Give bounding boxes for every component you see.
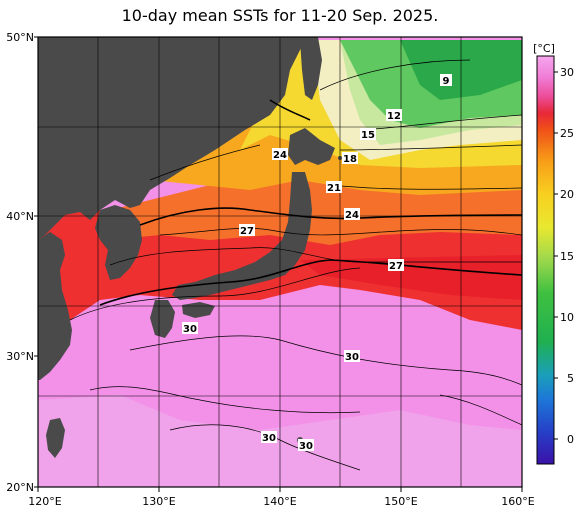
colorbar-tick-15: 15 [560,250,574,263]
svg-text:21: 21 [327,183,341,194]
contour-label-24a: 24 [272,148,288,161]
contour-label-24b: 24 [344,208,360,221]
contour-label-18: 18 [342,152,358,165]
colorbar-unit: [°C] [533,42,555,55]
svg-text:18: 18 [343,154,357,165]
lat-label-20n: 20°N [6,481,34,494]
sea-28c [300,255,522,300]
lat-label-40n: 40°N [6,210,34,223]
svg-text:9: 9 [443,76,450,87]
land-taiwan [46,418,65,458]
svg-text:30: 30 [345,352,359,363]
map-title: 10-day mean SSTs for 11-20 Sep. 2025. [121,6,439,25]
colorbar-tick-0: 0 [567,433,574,446]
land-asia [38,37,305,240]
svg-text:24: 24 [273,150,287,161]
lat-label-50n: 50°N [6,31,34,44]
svg-text:24: 24 [345,210,359,221]
colorbar [536,55,555,465]
contour-label-9: 9 [440,74,452,87]
land-hokkaido [288,128,335,165]
contour-label-30a: 30 [182,322,198,335]
colorbar-tick-5: 5 [567,372,574,385]
isotherm-major-lines [99,99,522,306]
land-honshu [172,172,312,300]
lon-label-140e: 140°E [263,495,296,508]
land-kyushu [150,300,175,338]
land-island [186,122,194,130]
contour-label-27b: 27 [388,259,404,272]
svg-text:30: 30 [183,324,197,335]
contour-label-30b: 30 [344,350,360,363]
land-sakhalin [300,37,322,100]
colorbar-tick-25: 25 [560,127,574,140]
svg-text:30: 30 [299,441,313,452]
contour-label-group: 9 12 15 18 21 24 24 27 27 30 30 30 30 [182,74,452,452]
contour-label-27a: 27 [239,224,255,237]
contour-label-30d: 30 [298,439,314,452]
lat-label-30n: 30°N [6,350,34,363]
colorbar-tick-30: 30 [560,66,574,79]
contour-label-21: 21 [326,181,342,194]
colorbar-tick-10: 10 [560,311,574,324]
lon-label-120e: 120°E [28,495,61,508]
contour-label-15: 15 [360,128,376,141]
svg-text:27: 27 [240,226,254,237]
land-korea [95,205,142,280]
svg-text:30: 30 [262,433,276,444]
svg-text:12: 12 [387,111,401,122]
lon-label-160e: 160°E [501,495,534,508]
contour-label-12: 12 [386,109,402,122]
contour-label-30c: 30 [261,431,277,444]
lon-label-150e: 150°E [384,495,417,508]
lon-label-130e: 130°E [142,495,175,508]
colorbar-tick-20: 20 [560,188,574,201]
svg-text:27: 27 [389,261,403,272]
svg-text:15: 15 [361,130,375,141]
